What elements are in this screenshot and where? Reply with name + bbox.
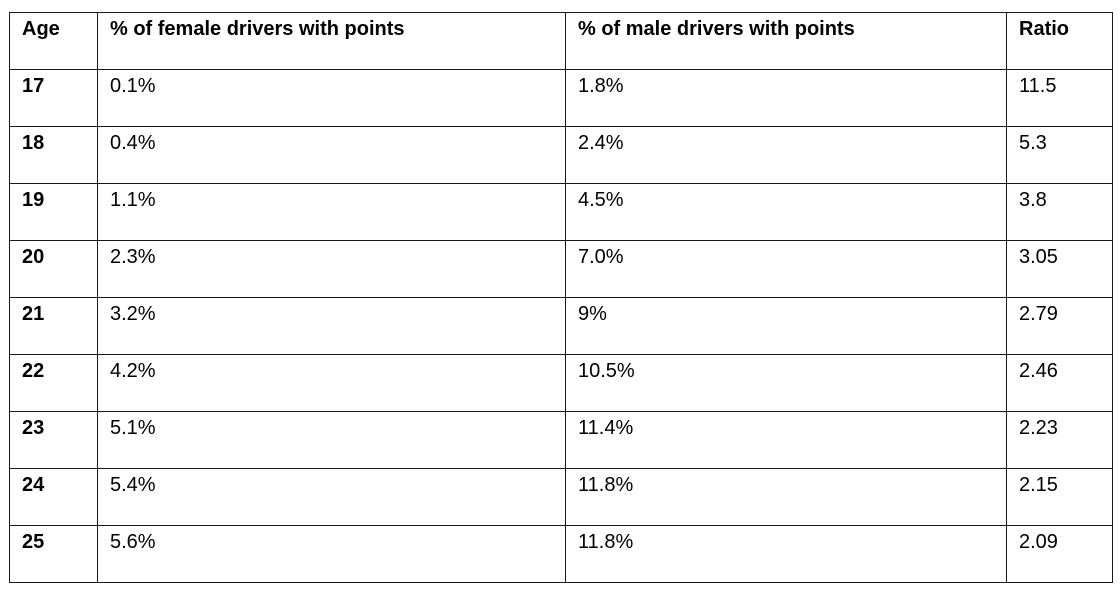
ratio-cell: 2.79 xyxy=(1006,297,1113,355)
table-row: 23 5.1% 11.4% 2.23 xyxy=(9,411,1113,469)
table-header-row: Age % of female drivers with points % of… xyxy=(9,12,1113,70)
male-percent-cell: 10.5% xyxy=(565,354,1007,412)
table-row: 17 0.1% 1.8% 11.5 xyxy=(9,69,1113,127)
female-percent-cell: 2.3% xyxy=(97,240,566,298)
age-cell: 24 xyxy=(9,468,98,526)
table-row: 18 0.4% 2.4% 5.3 xyxy=(9,126,1113,184)
drivers-points-table: Age % of female drivers with points % of… xyxy=(9,12,1113,583)
table-row: 22 4.2% 10.5% 2.46 xyxy=(9,354,1113,412)
female-percent-cell: 0.4% xyxy=(97,126,566,184)
female-percent-cell: 1.1% xyxy=(97,183,566,241)
age-cell: 23 xyxy=(9,411,98,469)
ratio-cell: 2.23 xyxy=(1006,411,1113,469)
table-row: 24 5.4% 11.8% 2.15 xyxy=(9,468,1113,526)
age-cell: 18 xyxy=(9,126,98,184)
male-percent-cell: 4.5% xyxy=(565,183,1007,241)
female-percent-cell: 3.2% xyxy=(97,297,566,355)
male-percent-cell: 11.8% xyxy=(565,468,1007,526)
ratio-cell: 2.46 xyxy=(1006,354,1113,412)
header-male-percent: % of male drivers with points xyxy=(565,12,1007,70)
age-cell: 21 xyxy=(9,297,98,355)
table-row: 20 2.3% 7.0% 3.05 xyxy=(9,240,1113,298)
age-cell: 20 xyxy=(9,240,98,298)
header-ratio: Ratio xyxy=(1006,12,1113,70)
male-percent-cell: 7.0% xyxy=(565,240,1007,298)
ratio-cell: 11.5 xyxy=(1006,69,1113,127)
female-percent-cell: 5.6% xyxy=(97,525,566,583)
age-cell: 22 xyxy=(9,354,98,412)
header-female-percent: % of female drivers with points xyxy=(97,12,566,70)
male-percent-cell: 9% xyxy=(565,297,1007,355)
ratio-cell: 3.8 xyxy=(1006,183,1113,241)
age-cell: 25 xyxy=(9,525,98,583)
table-row: 19 1.1% 4.5% 3.8 xyxy=(9,183,1113,241)
female-percent-cell: 5.4% xyxy=(97,468,566,526)
table-row: 25 5.6% 11.8% 2.09 xyxy=(9,525,1113,583)
female-percent-cell: 5.1% xyxy=(97,411,566,469)
table-row: 21 3.2% 9% 2.79 xyxy=(9,297,1113,355)
female-percent-cell: 0.1% xyxy=(97,69,566,127)
ratio-cell: 2.09 xyxy=(1006,525,1113,583)
ratio-cell: 3.05 xyxy=(1006,240,1113,298)
male-percent-cell: 11.4% xyxy=(565,411,1007,469)
age-cell: 19 xyxy=(9,183,98,241)
male-percent-cell: 11.8% xyxy=(565,525,1007,583)
header-age: Age xyxy=(9,12,98,70)
age-cell: 17 xyxy=(9,69,98,127)
ratio-cell: 2.15 xyxy=(1006,468,1113,526)
male-percent-cell: 2.4% xyxy=(565,126,1007,184)
male-percent-cell: 1.8% xyxy=(565,69,1007,127)
ratio-cell: 5.3 xyxy=(1006,126,1113,184)
female-percent-cell: 4.2% xyxy=(97,354,566,412)
